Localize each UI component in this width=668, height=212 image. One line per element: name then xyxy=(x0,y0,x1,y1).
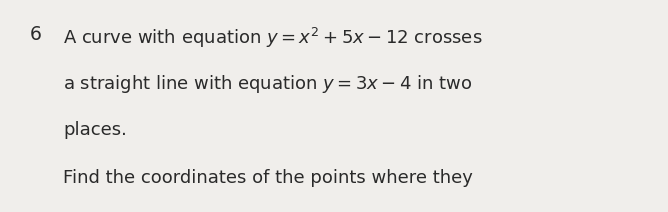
Text: a straight line with equation $y = 3x - 4$ in two: a straight line with equation $y = 3x - … xyxy=(63,73,473,95)
Text: places.: places. xyxy=(63,121,128,139)
Text: A curve with equation $y = x^2 + 5x - 12$ crosses: A curve with equation $y = x^2 + 5x - 12… xyxy=(63,25,483,50)
Text: 6: 6 xyxy=(30,25,42,45)
Text: Find the coordinates of the points where they: Find the coordinates of the points where… xyxy=(63,169,474,187)
